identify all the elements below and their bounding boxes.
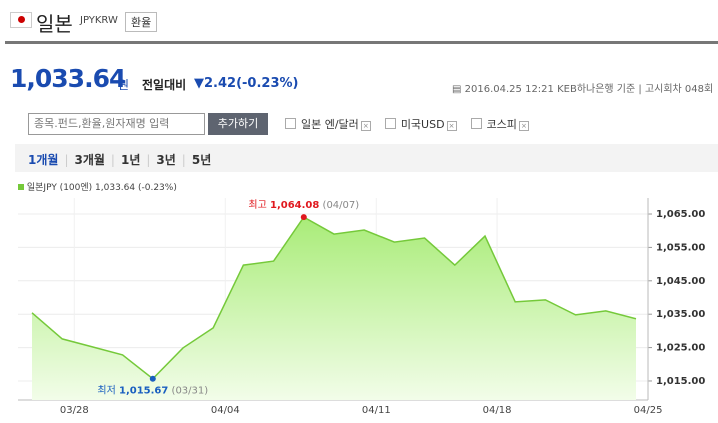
rate-button[interactable]: 환율 <box>125 12 158 32</box>
y-tick-label: 1,065.00 <box>656 209 705 220</box>
x-tick-label: 04/11 <box>362 405 391 416</box>
annotation-date: (04/07) <box>323 200 360 211</box>
annotation-label: 최저 <box>97 385 115 397</box>
period-tab[interactable]: 3개월 <box>74 153 105 167</box>
min-annotation: 최저 1,015.67 (03/31) <box>97 385 208 397</box>
checkbox[interactable] <box>285 118 296 129</box>
y-tick-label: 1,015.00 <box>656 376 705 387</box>
area-fill <box>32 217 636 400</box>
datetime: 2016.04.25 12:21 <box>464 84 554 95</box>
remove-icon[interactable]: × <box>360 121 371 131</box>
x-tick-label: 03/28 <box>60 405 89 416</box>
tab-sep: | <box>64 153 69 167</box>
x-tick-label: 04/04 <box>211 405 240 416</box>
option-label: 코스피 <box>486 118 517 131</box>
annotation-value: 1,064.08 <box>270 200 319 211</box>
change-label: 전일대비 <box>142 78 187 92</box>
annotation-label: 최고 <box>248 199 266 211</box>
checkbox[interactable] <box>470 118 482 129</box>
x-tick-label: 04/18 <box>483 405 512 416</box>
option-label: 미국USD <box>400 118 445 131</box>
period-tab[interactable]: 5년 <box>191 153 212 167</box>
period-tabs: 1개월 | 3개월 | 1년 | 3년 | 5년 <box>28 151 211 168</box>
search-input[interactable]: 종목.펀드,환율,원자재명 입력 <box>28 113 205 135</box>
round: 고시회차 048회 <box>644 84 714 95</box>
compare-options: 일본 엔/달러 × 미국USD × 코스피 × <box>285 116 529 132</box>
period-bar <box>15 144 718 172</box>
change-pct: (-0.23%) <box>236 76 299 91</box>
legend-swatch <box>18 184 24 190</box>
price: 1,033.64 <box>10 64 126 93</box>
y-tick-label: 1,035.00 <box>656 309 705 320</box>
checkbox[interactable] <box>384 118 396 129</box>
tab-sep: | <box>110 153 115 167</box>
change-value: 2.42 <box>204 76 237 91</box>
legend-note: 1,033.64 (-0.23%) <box>95 183 177 193</box>
period-tab[interactable]: 1년 <box>120 153 141 167</box>
period-tab[interactable]: 1개월 <box>28 153 59 167</box>
tab-sep: | <box>181 153 186 167</box>
change: ▼2.42(-0.23%) <box>194 76 299 91</box>
remove-icon[interactable]: × <box>446 121 457 131</box>
min-marker <box>149 375 156 382</box>
flag-dot <box>17 16 25 23</box>
price-unit: 원 <box>118 78 130 92</box>
tab-sep: | <box>146 153 151 167</box>
max-marker <box>300 214 307 221</box>
add-button[interactable]: 추가하기 <box>208 113 268 135</box>
code: JPYKRW <box>80 15 118 26</box>
legend: 일본JPY (100엔) 1,033.64 (-0.23%) <box>18 180 177 193</box>
period-tab[interactable]: 3년 <box>156 153 176 167</box>
divider <box>5 41 718 44</box>
source: KEB하나은행 기준 <box>557 84 636 95</box>
flag <box>10 12 32 28</box>
remove-icon[interactable]: × <box>518 121 529 131</box>
legend-name: 일본JPY (100엔) <box>26 183 93 193</box>
option-label: 일본 엔/달러 <box>301 118 359 131</box>
y-tick-label: 1,025.00 <box>656 343 705 354</box>
annotation-value: 1,015.67 <box>119 386 168 397</box>
title: 일본 <box>36 12 73 36</box>
y-tick-label: 1,055.00 <box>656 242 705 253</box>
line <box>31 216 637 380</box>
x-tick-label: 04/25 <box>634 405 663 416</box>
max-annotation: 최고 1,064.08 (04/07) <box>248 199 359 211</box>
quote-info: ▤ 2016.04.25 12:21 KEB하나은행 기준 | 고시회차 048… <box>452 84 714 95</box>
y-tick-label: 1,045.00 <box>656 276 705 287</box>
annotation-date: (03/31) <box>172 386 209 397</box>
